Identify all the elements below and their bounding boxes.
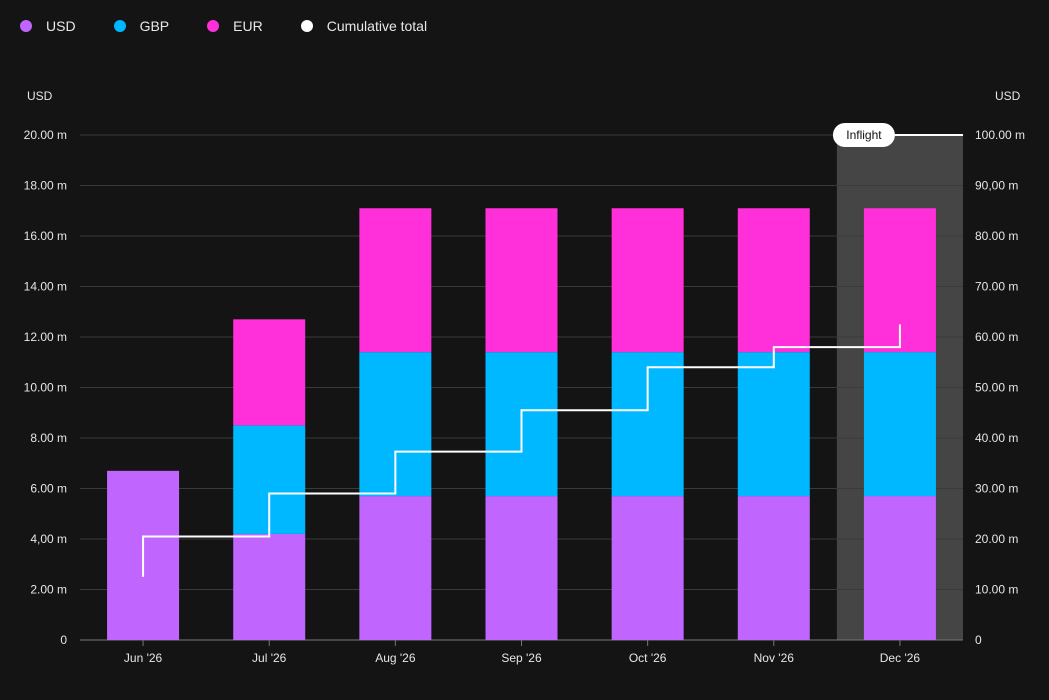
bar-usd bbox=[233, 533, 306, 640]
x-tick-label: Jul '26 bbox=[252, 651, 287, 665]
left-tick-label: 10.00 m bbox=[24, 381, 67, 395]
bar-eur bbox=[233, 319, 306, 426]
right-tick-label: 40.00 m bbox=[975, 431, 1018, 445]
left-tick-label: 14.00 m bbox=[24, 280, 67, 294]
left-tick-label: 8.00 m bbox=[30, 431, 67, 445]
bar-usd bbox=[611, 496, 684, 640]
legend-dot-eur bbox=[207, 20, 220, 32]
left-tick-label: 0 bbox=[60, 633, 67, 647]
x-tick-label: Aug '26 bbox=[375, 651, 416, 665]
x-tick-label: Dec '26 bbox=[880, 651, 921, 665]
inflight-label: Inflight bbox=[846, 128, 882, 142]
x-tick-label: Jun '26 bbox=[124, 651, 163, 665]
legend-label: USD bbox=[46, 18, 76, 34]
legend-dot-gbp bbox=[113, 20, 126, 32]
bar-usd bbox=[359, 496, 432, 640]
legend: USD GBP EUR Cumulative total bbox=[20, 18, 465, 34]
right-tick-label: 0 bbox=[975, 633, 982, 647]
left-tick-label: 4,00 m bbox=[30, 532, 67, 546]
bar-usd bbox=[863, 496, 936, 640]
right-tick-label: 30.00 m bbox=[975, 482, 1018, 496]
bar-eur bbox=[737, 208, 810, 353]
bar-usd bbox=[737, 496, 810, 640]
legend-dot-cumulative bbox=[300, 20, 313, 32]
cumulative-line bbox=[142, 324, 901, 577]
left-tick-label: 2.00 m bbox=[30, 583, 67, 597]
right-tick-label: 20.00 m bbox=[975, 532, 1018, 546]
right-tick-label: 100.00 m bbox=[975, 128, 1025, 142]
left-tick-label: 16.00 m bbox=[24, 229, 67, 243]
x-tick-label: Oct '26 bbox=[629, 651, 667, 665]
right-tick-label: 90,00 m bbox=[975, 179, 1018, 193]
bar-eur bbox=[485, 208, 558, 353]
x-tick-label: Sep '26 bbox=[501, 651, 542, 665]
legend-label: EUR bbox=[233, 18, 263, 34]
legend-item-cumulative[interactable]: Cumulative total bbox=[300, 18, 428, 34]
x-tick-label: Nov '26 bbox=[754, 651, 795, 665]
right-tick-label: 60.00 m bbox=[975, 330, 1018, 344]
left-tick-label: 12.00 m bbox=[24, 330, 67, 344]
legend-item-gbp[interactable]: GBP bbox=[113, 18, 170, 34]
legend-label: GBP bbox=[139, 18, 170, 34]
right-axis-unit: USD bbox=[995, 89, 1021, 103]
bar-gbp bbox=[863, 352, 936, 497]
legend-dot-usd bbox=[20, 20, 32, 32]
bar-eur bbox=[359, 208, 432, 353]
right-tick-label: 70.00 m bbox=[975, 280, 1018, 294]
inflight-pill bbox=[832, 123, 895, 147]
right-tick-label: 80.00 m bbox=[975, 229, 1018, 243]
left-tick-label: 6.00 m bbox=[30, 482, 67, 496]
bar-eur bbox=[611, 208, 684, 353]
legend-item-usd[interactable]: USD bbox=[20, 18, 76, 34]
right-tick-label: 10.00 m bbox=[975, 583, 1018, 597]
right-tick-label: 50.00 m bbox=[975, 381, 1018, 395]
bar-gbp bbox=[737, 352, 810, 497]
bar-usd bbox=[485, 496, 558, 640]
legend-label: Cumulative total bbox=[326, 18, 428, 34]
left-axis-unit: USD bbox=[27, 89, 53, 103]
legend-item-eur[interactable]: EUR bbox=[207, 18, 263, 34]
left-tick-label: 18.00 m bbox=[24, 179, 67, 193]
left-tick-label: 20.00 m bbox=[24, 128, 67, 142]
